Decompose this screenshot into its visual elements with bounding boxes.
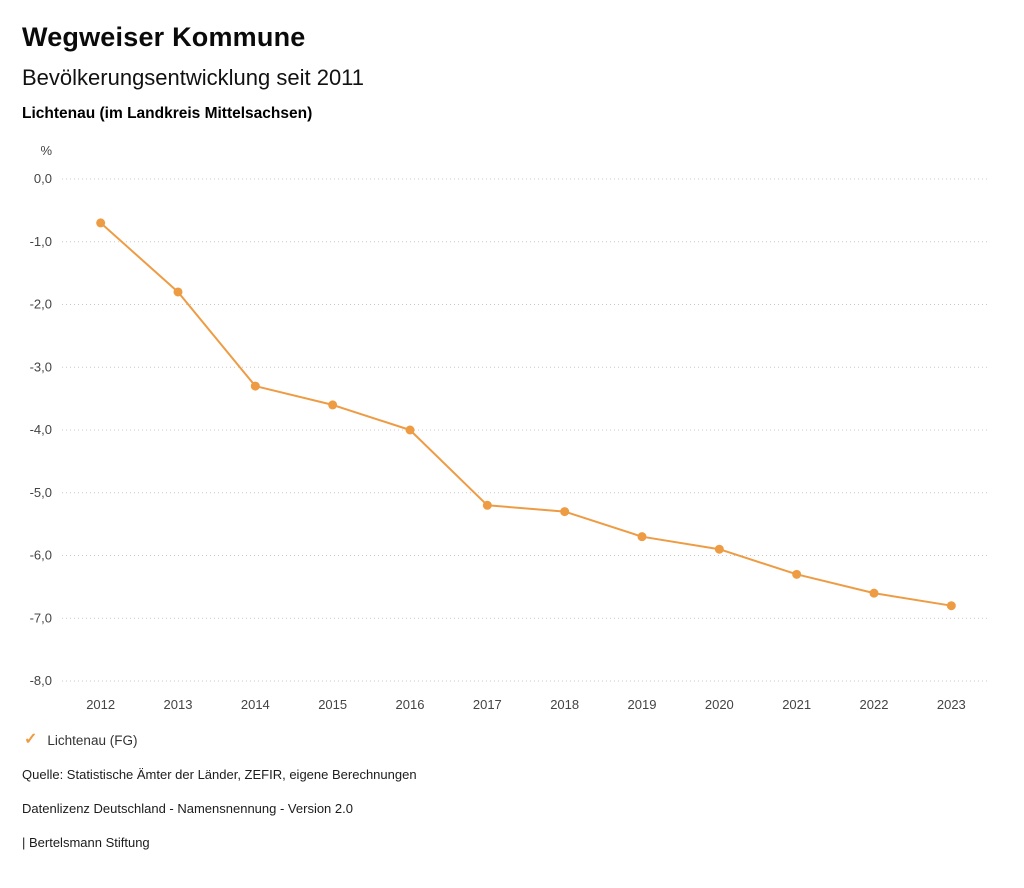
data-point-marker[interactable] [560, 507, 570, 517]
chart-footer: Quelle: Statistische Ämter der Länder, Z… [0, 767, 1024, 850]
x-axis-tick-label: 2017 [473, 697, 502, 712]
x-axis-tick-label: 2015 [318, 697, 347, 712]
data-point-marker[interactable] [792, 569, 802, 579]
x-axis-tick-label: 2023 [937, 697, 966, 712]
y-axis-tick-label: -4,0 [30, 422, 52, 437]
legend-item-lichtenau[interactable]: ✓ Lichtenau (FG) [0, 732, 1024, 748]
data-point-marker[interactable] [482, 500, 492, 510]
y-axis-tick-label: 0,0 [34, 171, 52, 186]
y-axis-tick-label: -1,0 [30, 234, 52, 249]
data-point-marker[interactable] [946, 601, 956, 611]
data-point-marker[interactable] [173, 287, 183, 297]
y-axis-tick-label: -3,0 [30, 359, 52, 374]
y-axis-tick-label: -2,0 [30, 297, 52, 312]
x-axis-tick-label: 2016 [396, 697, 425, 712]
line-chart-canvas: 0,0 -1,0 -2,0 -3,0 -4,0 -5,0 -6,0 -7,0 -8,0% 2012… [30, 143, 990, 712]
data-point-marker[interactable] [714, 544, 724, 554]
x-axis-tick-label: 2014 [241, 697, 270, 712]
data-point-marker[interactable] [405, 425, 415, 435]
legend-check-icon: ✓ [24, 731, 38, 748]
x-axis-tick-label: 2020 [705, 697, 734, 712]
chart-header: Wegweiser Kommune Bevölkerungsentwicklun… [0, 0, 1024, 123]
y-axis-tick-label: -6,0 [30, 548, 52, 563]
data-point-marker[interactable] [869, 588, 879, 598]
attribution-text: | Bertelsmann Stiftung [22, 835, 150, 850]
data-point-marker[interactable] [328, 400, 338, 410]
population-line-chart: 0,0 -1,0 -2,0 -3,0 -4,0 -5,0 -6,0 -7,0 -8,0% 2012… [0, 131, 1024, 716]
app-title: Wegweiser Kommune [22, 22, 306, 52]
source-text: Quelle: Statistische Ämter der Länder, Z… [22, 767, 417, 782]
data-point-marker[interactable] [637, 532, 647, 542]
x-axis-tick-label: 2018 [550, 697, 579, 712]
series-line [100, 222, 952, 607]
chart-subtitle: Lichtenau (im Landkreis Mittelsachsen) [22, 105, 313, 122]
chart-title: Bevölkerungsentwicklung seit 2011 [22, 65, 365, 90]
x-axis-tick-label: 2022 [860, 697, 889, 712]
x-axis-tick-label: 2012 [86, 697, 115, 712]
x-axis-tick-label: 2019 [628, 697, 657, 712]
x-axis-tick-label: 2013 [164, 697, 193, 712]
license-text: Datenlizenz Deutschland - Namensnennung … [22, 801, 353, 816]
data-point-marker[interactable] [96, 218, 106, 228]
y-axis-tick-label: -5,0 [30, 485, 52, 500]
y-axis-tick-label: -8,0 [30, 673, 52, 688]
x-axis-tick-label: 2021 [782, 697, 811, 712]
data-point-marker[interactable] [250, 381, 260, 391]
y-axis-unit-label: % [40, 143, 52, 158]
y-axis-tick-label: -7,0 [30, 610, 52, 625]
legend-label: Lichtenau (FG) [47, 732, 138, 748]
